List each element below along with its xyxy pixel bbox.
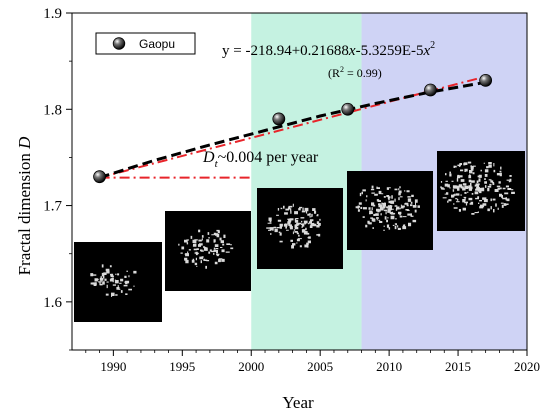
x-tick-label-4: 2010 <box>376 359 402 374</box>
data-point <box>341 102 355 116</box>
map-thumbnail-1 <box>165 211 251 291</box>
map-thumbnail-2 <box>257 188 343 269</box>
y-tick-label-0: 1.6 <box>43 295 62 311</box>
shaded-region-0 <box>251 13 362 350</box>
y-axis-label-main: Fractal dimension <box>15 149 34 276</box>
map-thumbnail-urban <box>90 264 137 297</box>
y-tick-label-3: 1.9 <box>43 6 62 22</box>
data-points <box>93 74 493 184</box>
map-thumbnail-urban <box>355 185 420 231</box>
rate-annotation: Dt~0.004 per year <box>202 149 319 170</box>
trend-line <box>99 75 486 179</box>
r-squared: (R2 = 0.99) <box>328 65 382 80</box>
x-tick-label-1: 1995 <box>169 359 195 374</box>
x-tick-label-3: 2005 <box>307 359 333 374</box>
data-point <box>479 74 493 87</box>
fit-curve <box>99 80 486 180</box>
r2-close: = 0.99) <box>344 66 382 80</box>
map-thumbnail-0 <box>74 242 162 322</box>
map-thumbnails <box>74 151 525 322</box>
x-tick-label-2: 2000 <box>238 359 264 374</box>
map-thumbnail-urban <box>178 229 234 269</box>
map-thumbnail-4 <box>437 151 525 231</box>
rate-text: ~0.004 per year <box>218 149 319 166</box>
data-point <box>424 83 437 97</box>
plot-frame <box>71 12 528 351</box>
x-tick-label-6: 2020 <box>514 359 540 374</box>
legend-label: Gaopu <box>139 37 175 51</box>
y-tick-label-2: 1.8 <box>43 102 62 118</box>
equation-prefix: y = -218.94+0.21688 <box>222 43 349 59</box>
equation-exponent: 2 <box>430 40 435 51</box>
equation-middle: -5.3259E-5 <box>356 43 424 59</box>
y-axis-label: Fractal dimension D <box>15 136 34 276</box>
fit-equation: y = -218.94+0.21688x-5.3259E-5x2 <box>222 40 435 59</box>
axes: 1990 1995 2000 2005 2010 2015 2020 1.6 1.7 1.8 1.9 <box>43 6 540 374</box>
y-tick-label-1: 1.7 <box>43 199 62 215</box>
map-thumbnail-bg <box>165 211 251 291</box>
legend-marker <box>112 37 126 50</box>
map-thumbnail-urban <box>440 161 515 215</box>
equation-x2-var: x <box>423 43 431 59</box>
legend: Gaopu <box>95 32 196 55</box>
y-axis-label-var: D <box>15 136 34 150</box>
x-axis-label: Year <box>282 393 314 412</box>
lines <box>99 75 486 180</box>
equation-x-var: x <box>348 43 356 59</box>
r2-exponent: 2 <box>340 65 344 74</box>
data-point <box>93 170 106 184</box>
rate-symbol: D <box>202 149 215 166</box>
rate-subscript: t <box>215 158 219 170</box>
r2-open: (R <box>328 66 340 80</box>
x-tick-label-0: 1990 <box>100 359 126 374</box>
x-tick-label-5: 2015 <box>445 359 471 374</box>
map-thumbnail-urban <box>266 203 321 249</box>
map-thumbnail-3 <box>347 171 433 250</box>
data-point <box>272 112 286 126</box>
